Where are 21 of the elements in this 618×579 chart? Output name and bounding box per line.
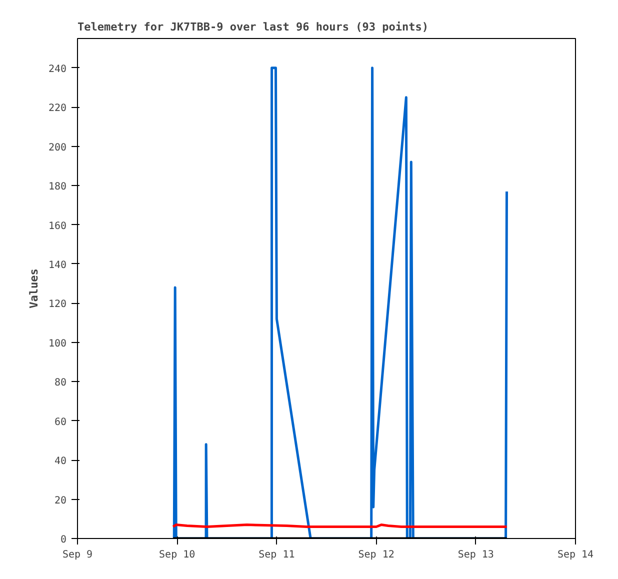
chart-title: Telemetry for JK7TBB-9 over last 96 hours (93 points): [78, 20, 428, 34]
x-tick-label: Sep 10: [159, 550, 196, 560]
y-tick-label: 220: [48, 103, 66, 114]
y-tick-label: 100: [48, 338, 66, 350]
x-tick-label: Sep 12: [358, 550, 394, 560]
y-tick-label: 160: [48, 220, 66, 232]
y-tick-label: 20: [54, 495, 67, 506]
x-tick-label: Sep 11: [258, 550, 295, 560]
y-tick-label: 240: [48, 64, 66, 75]
y-tick-label: 0: [60, 534, 67, 546]
y-tick-label: 80: [54, 378, 67, 389]
y-axis-title: Values: [27, 268, 40, 308]
x-tick-label: Sep 9: [62, 550, 93, 560]
y-tick-label: 140: [48, 260, 66, 271]
x-tick-label: Sep 14: [557, 550, 594, 560]
y-tick-label: 40: [54, 456, 67, 468]
y-tick-label: 180: [48, 182, 66, 193]
y-tick-label: 60: [54, 416, 67, 428]
x-tick-label: Sep 13: [458, 550, 494, 560]
y-tick-label: 120: [48, 299, 66, 310]
y-tick-label: 200: [48, 142, 66, 154]
